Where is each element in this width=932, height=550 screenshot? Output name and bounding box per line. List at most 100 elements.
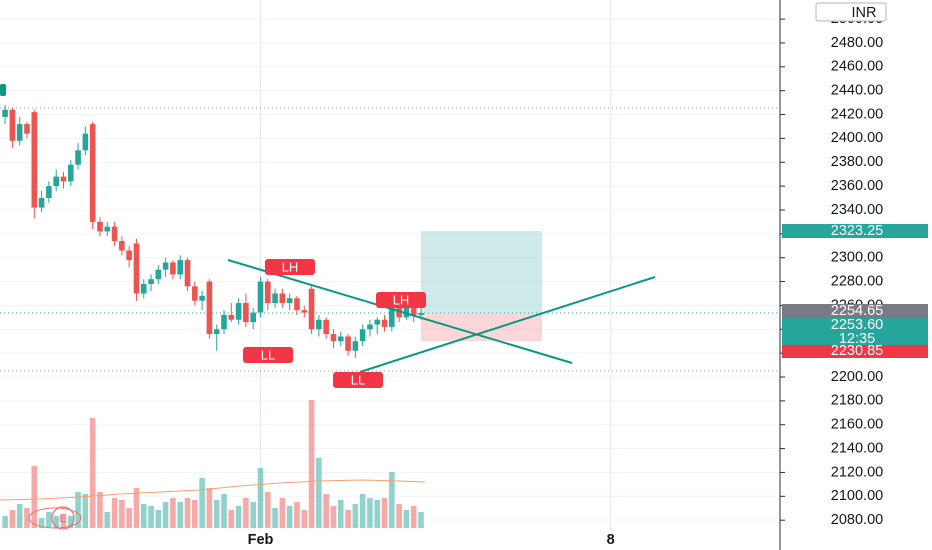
price-tag xyxy=(782,344,928,358)
volume-bar xyxy=(352,504,359,528)
y-tick-label: 2400.00 xyxy=(831,130,883,146)
y-tick-label: 2420.00 xyxy=(831,106,883,122)
candle-body xyxy=(221,314,227,330)
price-tag xyxy=(782,318,928,332)
earnings-outline xyxy=(28,507,82,529)
volume-bar xyxy=(235,506,242,528)
candle-body xyxy=(9,109,16,141)
volume-bar xyxy=(374,500,381,528)
candle-body xyxy=(75,150,81,165)
volume-bar xyxy=(38,518,45,528)
currency-box[interactable] xyxy=(815,2,887,22)
candle-body xyxy=(31,112,38,208)
volume-bar xyxy=(389,472,395,528)
candle-body xyxy=(396,307,402,318)
volume-bar xyxy=(367,498,373,528)
volume-bar xyxy=(170,498,176,528)
candle-body xyxy=(301,310,308,313)
y-tick-label: 2120.00 xyxy=(831,464,883,480)
volume-bar xyxy=(155,510,162,528)
candle-body xyxy=(192,286,198,301)
candle-body xyxy=(24,124,30,134)
volume-bar xyxy=(272,508,278,528)
trendline xyxy=(227,259,573,364)
volume-bar xyxy=(418,512,424,528)
volume-bar xyxy=(243,498,249,528)
volume-bar xyxy=(140,504,147,528)
candle-body xyxy=(235,303,242,320)
annotation-box xyxy=(265,259,315,275)
volume-bar xyxy=(148,506,154,528)
candle-body xyxy=(330,334,337,342)
y-tick-label: 2360.00 xyxy=(831,178,883,194)
volume-bar xyxy=(381,498,388,528)
earnings-icon xyxy=(51,506,75,530)
candles xyxy=(2,104,424,358)
candle-body xyxy=(294,298,300,311)
x-tick-label: Feb xyxy=(248,532,274,548)
candle-body xyxy=(60,176,67,182)
y-tick-label: 2160.00 xyxy=(831,417,883,433)
candle-body xyxy=(119,240,125,251)
volume-bar xyxy=(104,512,111,528)
candle-body xyxy=(389,307,395,327)
annotation-box xyxy=(376,292,426,308)
price-tag xyxy=(782,304,928,318)
candle-body xyxy=(323,319,329,335)
volume-bar xyxy=(213,500,220,528)
volume-bar xyxy=(126,508,132,528)
candle-body xyxy=(381,319,388,327)
annotation-box xyxy=(243,347,293,363)
y-tick-label: 2380.00 xyxy=(831,154,883,170)
price-tag xyxy=(782,224,928,238)
volume-bar xyxy=(396,504,402,528)
candle-body xyxy=(177,260,184,275)
volume-bar xyxy=(228,510,235,528)
annotation: LH xyxy=(393,292,410,307)
candle-body xyxy=(264,281,271,304)
price-tag-label: 2230.85 xyxy=(831,343,883,359)
candle-body xyxy=(206,281,213,335)
candle-body xyxy=(279,293,286,304)
price-tag-label: 2253.60 xyxy=(831,317,883,333)
volume-bar xyxy=(323,494,329,528)
volume-bar xyxy=(119,500,125,528)
volume-bar xyxy=(316,458,322,528)
annotation: LH xyxy=(282,259,299,274)
candle-body xyxy=(367,324,373,330)
candle-body xyxy=(316,319,322,330)
volume-bar xyxy=(184,498,191,528)
candle-body xyxy=(213,329,220,335)
candle-body xyxy=(89,124,96,222)
trendline xyxy=(359,276,656,373)
volume-bar xyxy=(294,502,300,528)
candle-body xyxy=(97,221,103,232)
candle-body xyxy=(308,288,315,330)
y-tick-label: 2140.00 xyxy=(831,440,883,456)
volume-bar xyxy=(16,504,23,528)
volume-bar xyxy=(403,510,410,528)
candle-body xyxy=(418,313,424,315)
candle-body xyxy=(228,314,235,320)
candle-body xyxy=(374,319,381,325)
candle-body xyxy=(104,226,111,232)
volume-bar xyxy=(192,500,198,528)
y-tick-label: 2300.00 xyxy=(831,250,883,266)
candle-body xyxy=(126,250,132,261)
price-axis xyxy=(780,0,932,550)
volume-bar xyxy=(206,488,213,528)
candle-body xyxy=(53,176,59,187)
volume-bar xyxy=(53,516,59,528)
candle-body xyxy=(352,341,359,351)
candle-body xyxy=(170,262,176,275)
y-tick-label: 2080.00 xyxy=(831,512,883,528)
annotation: LL xyxy=(261,347,275,362)
volume-bar xyxy=(221,494,227,528)
annotation: LL xyxy=(351,372,365,387)
candle-body xyxy=(162,262,169,270)
volume-bar xyxy=(82,494,89,528)
candle-body xyxy=(133,243,140,294)
candle-body xyxy=(199,295,205,301)
